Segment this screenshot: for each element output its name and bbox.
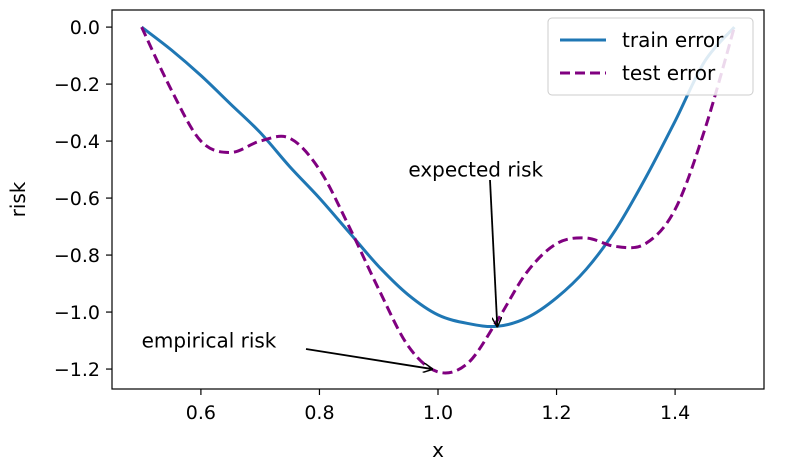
x-tick-label: 1.4 bbox=[660, 402, 690, 424]
legend: train error test error bbox=[547, 17, 754, 96]
series-line-1 bbox=[140, 25, 736, 329]
legend-box bbox=[547, 17, 754, 96]
y-tick-label: −0.2 bbox=[54, 74, 100, 96]
annotation-arrow bbox=[305, 348, 432, 369]
y-tick-label: −0.6 bbox=[54, 188, 100, 210]
x-axis-ticks: 0.6 0.8 1.0 1.2 1.4 bbox=[186, 389, 690, 424]
x-axis-label: x bbox=[432, 438, 444, 462]
annotation-label: empirical risk bbox=[142, 329, 277, 353]
y-axis-ticks: 0.0 −0.2 −0.4 −0.6 −0.8 −1.0 −1.2 bbox=[54, 17, 112, 381]
x-tick-label: 0.6 bbox=[186, 402, 216, 424]
plot-area bbox=[140, 25, 736, 375]
x-tick-label: 1.2 bbox=[541, 402, 571, 424]
y-tick-label: −1.2 bbox=[54, 359, 100, 381]
annotation-label: expected risk bbox=[408, 158, 543, 182]
y-tick-label: −0.8 bbox=[54, 245, 100, 267]
x-tick-label: 0.8 bbox=[304, 402, 334, 424]
x-tick-label: 1.0 bbox=[423, 402, 453, 424]
annotations: expected risk empirical risk bbox=[142, 158, 544, 369]
y-tick-label: −1.0 bbox=[54, 302, 100, 324]
y-tick-label: −0.4 bbox=[54, 131, 100, 153]
legend-label: train error bbox=[622, 28, 724, 52]
series-line-2 bbox=[140, 26, 736, 375]
legend-label: test error bbox=[622, 61, 716, 85]
y-tick-label: 0.0 bbox=[70, 17, 100, 39]
y-axis-label: risk bbox=[6, 181, 30, 217]
annotation-arrow bbox=[489, 179, 497, 326]
